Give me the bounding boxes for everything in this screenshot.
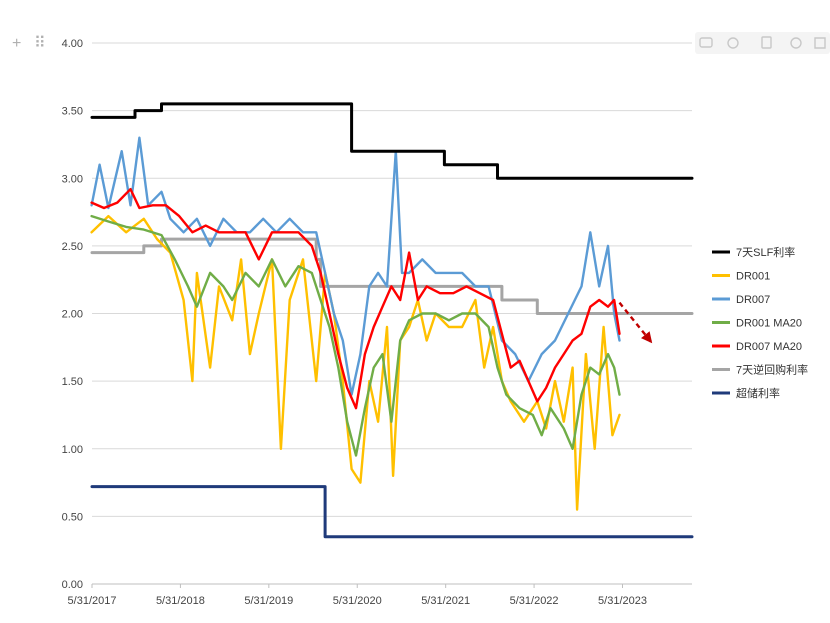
series-lines — [90, 102, 694, 539]
x-tick-label: 5/31/2018 — [156, 595, 205, 607]
comment-icon[interactable] — [699, 37, 713, 48]
legend-label: 7天逆回购利率 — [736, 363, 808, 377]
drag-handle-icon[interactable]: ⠿ — [34, 35, 46, 52]
legend-item: DR007 MA20 — [712, 341, 802, 353]
y-tick-label: 3.50 — [62, 106, 83, 118]
legend-item: 7天逆回购利率 — [712, 363, 808, 377]
series-line-2 — [90, 136, 621, 396]
plus-icon[interactable]: + — [12, 35, 21, 52]
x-axis: 5/31/2017 5/31/2018 5/31/2019 5/31/2020 5/31… — [68, 583, 692, 607]
more-icon[interactable] — [790, 37, 802, 49]
x-tick-label: 5/31/2022 — [510, 595, 559, 607]
chart-toolbar-right — [695, 32, 830, 54]
series-line-3 — [90, 214, 621, 457]
y-tick-label: 0.00 — [62, 579, 83, 591]
legend-label: DR007 MA20 — [736, 341, 802, 353]
y-tick-label: 3.00 — [62, 173, 83, 185]
legend-label: DR001 — [736, 271, 770, 283]
x-tick-label: 5/31/2023 — [598, 595, 647, 607]
legend-item: 超储利率 — [712, 386, 780, 400]
toolbar: + ⠿ — [12, 35, 46, 52]
expand-icon[interactable] — [814, 37, 826, 49]
legend-item: 7天SLF利率 — [712, 245, 795, 259]
legend: 7天SLF利率 DR001 DR007 DR001 MA20 DR007 MA20 7天逆… — [712, 245, 808, 400]
legend-label: 超储利率 — [736, 386, 780, 400]
y-tick-label: 2.50 — [62, 241, 83, 253]
y-tick-label: 4.00 — [62, 38, 83, 50]
y-tick-label: 2.00 — [62, 309, 83, 321]
y-tick-label: 1.50 — [62, 376, 83, 388]
legend-label: DR007 — [736, 294, 770, 306]
settings-icon[interactable] — [727, 37, 739, 49]
series-line-6 — [90, 485, 694, 539]
legend-item: DR007 — [712, 294, 770, 306]
x-tick-label: 5/31/2020 — [333, 595, 382, 607]
x-tick-label: 5/31/2019 — [244, 595, 293, 607]
y-tick-label: 1.00 — [62, 444, 83, 456]
copy-icon[interactable] — [761, 36, 772, 49]
x-tick-label: 5/31/2021 — [421, 595, 470, 607]
legend-label: DR001 MA20 — [736, 318, 802, 330]
x-tick-label: 5/31/2017 — [68, 595, 117, 607]
legend-item: DR001 MA20 — [712, 318, 802, 330]
legend-item: DR001 — [712, 271, 770, 283]
series-line-0 — [90, 102, 694, 180]
y-axis: 0.00 0.50 1.00 1.50 2.00 2.50 3.00 3.50 4.00 — [62, 38, 83, 591]
legend-label: 7天SLF利率 — [736, 245, 795, 259]
trend-arrow-head — [641, 331, 653, 344]
series-line-4 — [90, 187, 621, 410]
y-tick-label: 0.50 — [62, 511, 83, 523]
trend-arrow-annotation — [618, 301, 654, 345]
